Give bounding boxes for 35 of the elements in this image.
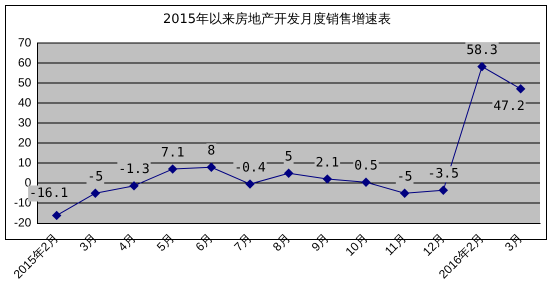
y-tick-label: 70 [18, 36, 32, 50]
data-label: 7.1 [160, 145, 184, 160]
point [400, 188, 410, 198]
data-label: -3.5 [428, 166, 459, 182]
y-tick-label: 60 [18, 56, 32, 70]
point [362, 178, 371, 187]
data-label: 8 [207, 144, 216, 159]
data-label: 5 [284, 150, 293, 165]
y-tick-label: 30 [18, 116, 32, 130]
data-label: 58.3 [466, 42, 498, 58]
point [516, 84, 526, 94]
point [206, 162, 216, 172]
data-label: -16.1 [29, 186, 68, 201]
data-label: -1.3 [118, 162, 150, 178]
data-label: 2.1 [316, 155, 340, 170]
data-label: -5 [88, 170, 104, 185]
y-tick-label: -20 [14, 216, 32, 230]
y-tick-label: 10 [18, 156, 32, 170]
point [246, 180, 255, 189]
point [322, 174, 332, 184]
point [52, 210, 62, 220]
point [478, 62, 486, 72]
y-tick-label: 50 [18, 76, 32, 90]
y-tick-label: 40 [18, 96, 32, 110]
point [130, 181, 139, 190]
point [284, 168, 294, 178]
point [168, 164, 178, 174]
point [438, 186, 448, 195]
point [90, 188, 100, 198]
data-label: 0.5 [354, 158, 378, 174]
y-tick-label: 20 [18, 136, 32, 150]
data-label: 47.2 [493, 99, 525, 114]
data-label: -5 [396, 170, 412, 185]
chart-title: 2015年以来房地产开发月度销售增速表 [162, 11, 392, 28]
data-label: -0.4 [234, 160, 266, 176]
